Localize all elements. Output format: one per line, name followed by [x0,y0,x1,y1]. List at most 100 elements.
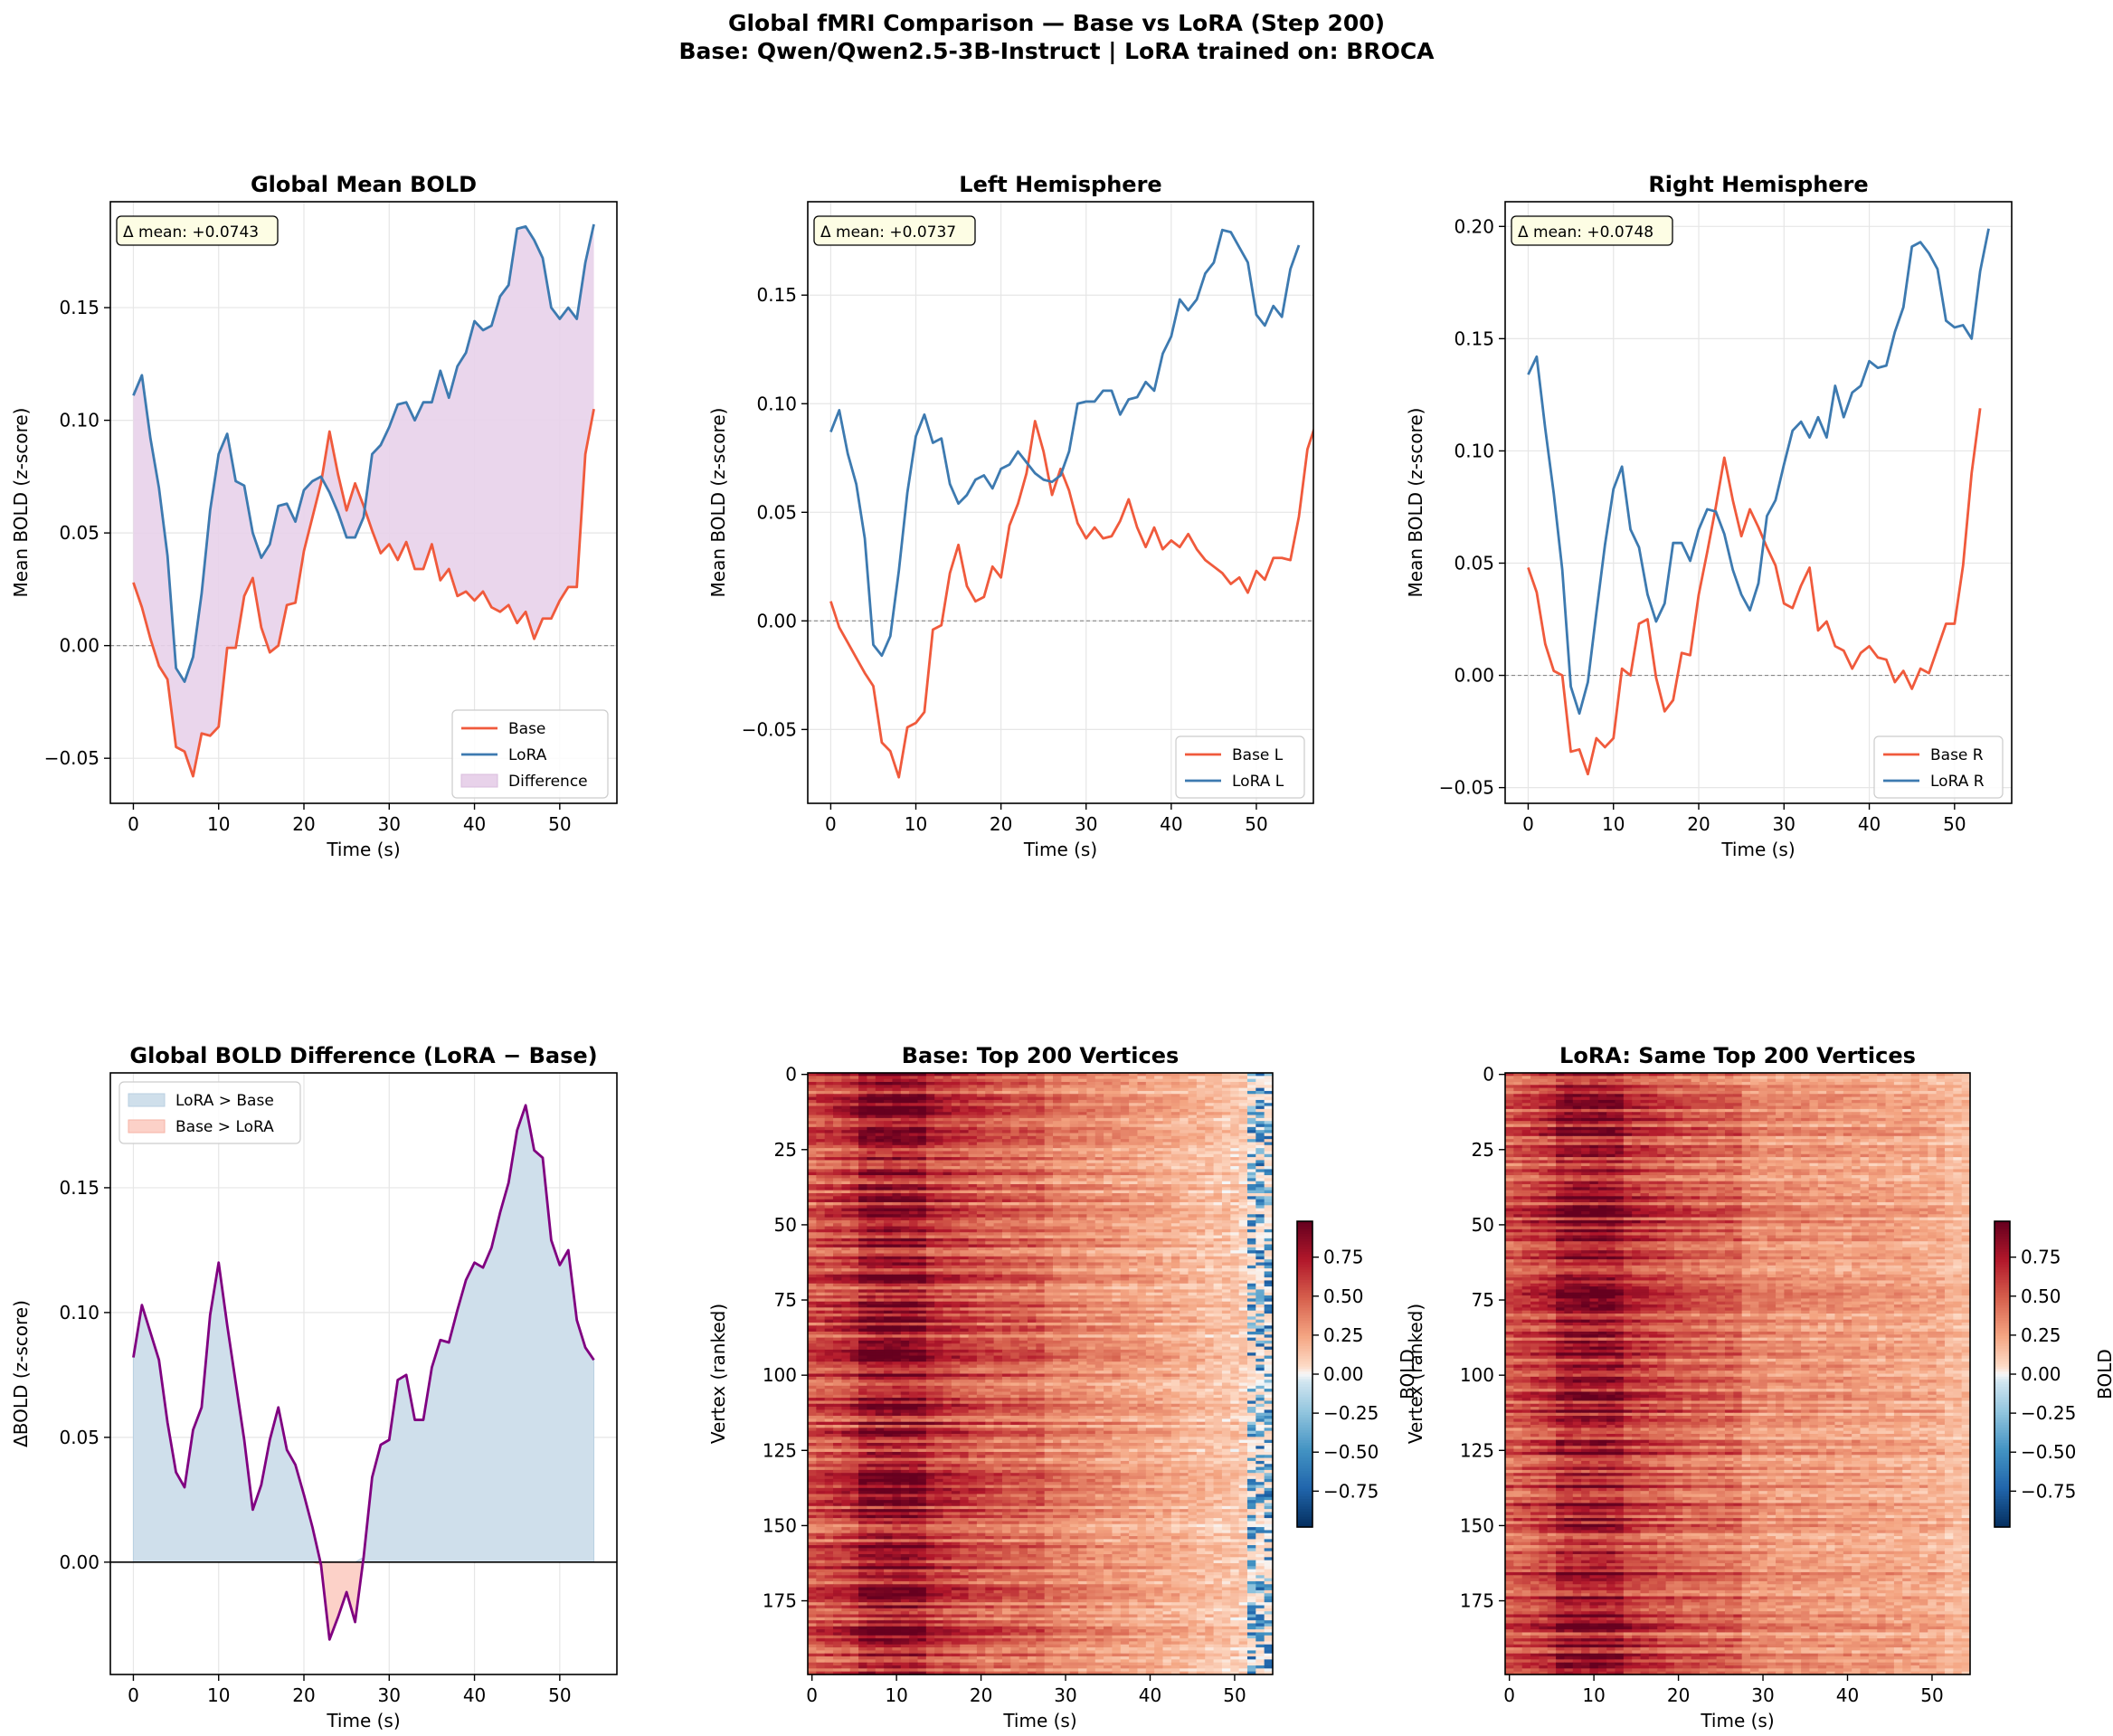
lora_heat-ylabel: Vertex (ranked) [1405,1304,1426,1444]
lora-gt-base-area [133,1105,593,1562]
left-ytick-label: 0.05 [756,501,797,523]
right-ytick-label: 0.05 [1454,552,1494,574]
lora_heat-ytick-label: 50 [1472,1214,1494,1236]
base_heat-title: Base: Top 200 Vertices [902,1043,1180,1068]
lora_heat-ytick-label: 25 [1472,1139,1494,1161]
left-base-line [830,421,1315,777]
global-bold-difference-chart: Global BOLD Difference (LoRA − Base)Time… [10,1043,617,1731]
diff-xtick-label: 10 [207,1684,230,1706]
global-xlabel: Time (s) [326,839,400,860]
lora_heat-ytick-label: 175 [1460,1590,1494,1612]
right-ytick-label: 0.15 [1454,327,1494,349]
diff-xtick-label: 30 [378,1684,401,1706]
lora_heat-xtick-label: 20 [1667,1684,1690,1706]
lora_heat-ytick-label: 100 [1460,1364,1494,1386]
global-delta-annotation: Δ mean: +0.0743 [117,216,278,245]
right-xtick-label: 20 [1687,813,1710,835]
diff-ytick-label: 0.10 [59,1302,99,1323]
right-title: Right Hemisphere [1648,172,1868,197]
base_heat-xtick-label: 0 [806,1684,818,1706]
left-xtick-label: 10 [905,813,927,835]
legend-label: LoRA R [1930,773,1985,791]
left-delta-text: Δ mean: +0.0737 [820,223,956,242]
base_heat-xtick-label: 40 [1139,1684,1161,1706]
diff-ytick-label: 0.15 [59,1177,99,1199]
lora_heat-colorbar-tick: −0.75 [2021,1480,2076,1502]
base_heat-colorbar-tick: −0.25 [1323,1402,1379,1424]
global-ytick-label: 0.10 [59,410,99,432]
right-xtick-label: 40 [1858,813,1881,835]
left-ytick-label: −0.05 [742,718,797,740]
base_heat-ytick-label: 175 [763,1590,797,1612]
global-mean-bold-chart: Global Mean BOLD Time (s) Mean BOLD (z-sco… [10,172,617,860]
global-title: Global Mean BOLD [251,172,477,197]
left-title: Left Hemisphere [959,172,1161,197]
lora_heat-colorbar-tick: 0.50 [2021,1285,2061,1307]
diff-legend: LoRA > Base Base > LoRA [119,1082,300,1143]
right-axes-frame [1505,202,2012,803]
legend-label: LoRA L [1232,773,1284,791]
lora_heat-ytick-label: 0 [1483,1064,1494,1086]
left-xtick-label: 20 [990,813,1012,835]
legend-label: LoRA > Base [175,1092,274,1110]
legend-label: Base [508,720,545,738]
legend-label: Base > LoRA [175,1118,274,1136]
base_heat-ytick-label: 150 [763,1514,797,1536]
base_heat-colorbar-tick: 0.75 [1323,1247,1364,1268]
global-xtick-label: 40 [463,813,486,835]
base_heat-ytick-label: 0 [785,1064,797,1086]
base_heat-xtick-label: 50 [1223,1684,1246,1706]
base_heat-ylabel: Vertex (ranked) [707,1304,729,1444]
global-xtick-label: 20 [292,813,315,835]
lora_heat-xtick-label: 50 [1920,1684,1943,1706]
right-ytick-label: 0.10 [1454,440,1494,461]
legend-swatch [128,1120,165,1133]
base_heat-ytick-label: 100 [763,1364,797,1386]
right-xtick-label: 10 [1602,813,1625,835]
global-ytick-label: −0.05 [44,747,99,769]
lora_heat-xlabel: Time (s) [1700,1710,1774,1731]
base-gt-lora-area [133,1562,593,1640]
left-xtick-label: 30 [1075,813,1097,835]
base-heatmap-chart: Base: Top 200 Vertices Time (s) Vertex (ra… [707,1043,1418,1731]
base_heat-xtick-label: 10 [885,1684,907,1706]
left-ylabel: Mean BOLD (z-score) [707,408,729,598]
global-xtick-label: 50 [548,813,571,835]
legend-swatch [128,1094,165,1106]
base_heat-colorbar-tick: −0.75 [1323,1480,1379,1502]
right-ytick-label: 0.00 [1454,665,1494,687]
lora_heat-xtick-label: 0 [1503,1684,1515,1706]
global-xtick-label: 10 [207,813,230,835]
left-xlabel: Time (s) [1023,839,1097,860]
lora_heat-colorbar-tick: −0.50 [2021,1441,2076,1463]
diff-xtick-label: 0 [128,1684,139,1706]
global-ytick-label: 0.00 [59,635,99,657]
diff-xtick-label: 20 [292,1684,315,1706]
legend-label: Difference [508,773,588,791]
base_heat-xlabel: Time (s) [1002,1710,1076,1731]
base_heat-colorbar-tick: 0.00 [1323,1363,1364,1385]
right-lora-line [1528,229,1988,714]
global-xtick-label: 0 [128,813,139,835]
diff-xlabel: Time (s) [326,1710,400,1731]
right-xtick-label: 30 [1773,813,1796,835]
diff-ytick-label: 0.05 [59,1427,99,1448]
right-xtick-label: 50 [1943,813,1966,835]
diff-xtick-label: 40 [463,1684,486,1706]
lora_heat-ytick-label: 125 [1460,1439,1494,1461]
left-delta-annotation: Δ mean: +0.0737 [814,216,975,245]
base_heat-cells [808,1073,1274,1675]
right-base-line [1528,408,1980,773]
base_heat-xtick-label: 20 [970,1684,992,1706]
lora_heat-colorbar-tick: −0.25 [2021,1402,2076,1424]
right-xlabel: Time (s) [1720,839,1795,860]
global-ylabel: Mean BOLD (z-score) [10,408,32,598]
left-axes-frame [808,202,1313,803]
global-delta-text: Δ mean: +0.0743 [123,223,259,242]
left-xtick-label: 50 [1245,813,1267,835]
left-ytick-label: 0.15 [756,284,797,306]
